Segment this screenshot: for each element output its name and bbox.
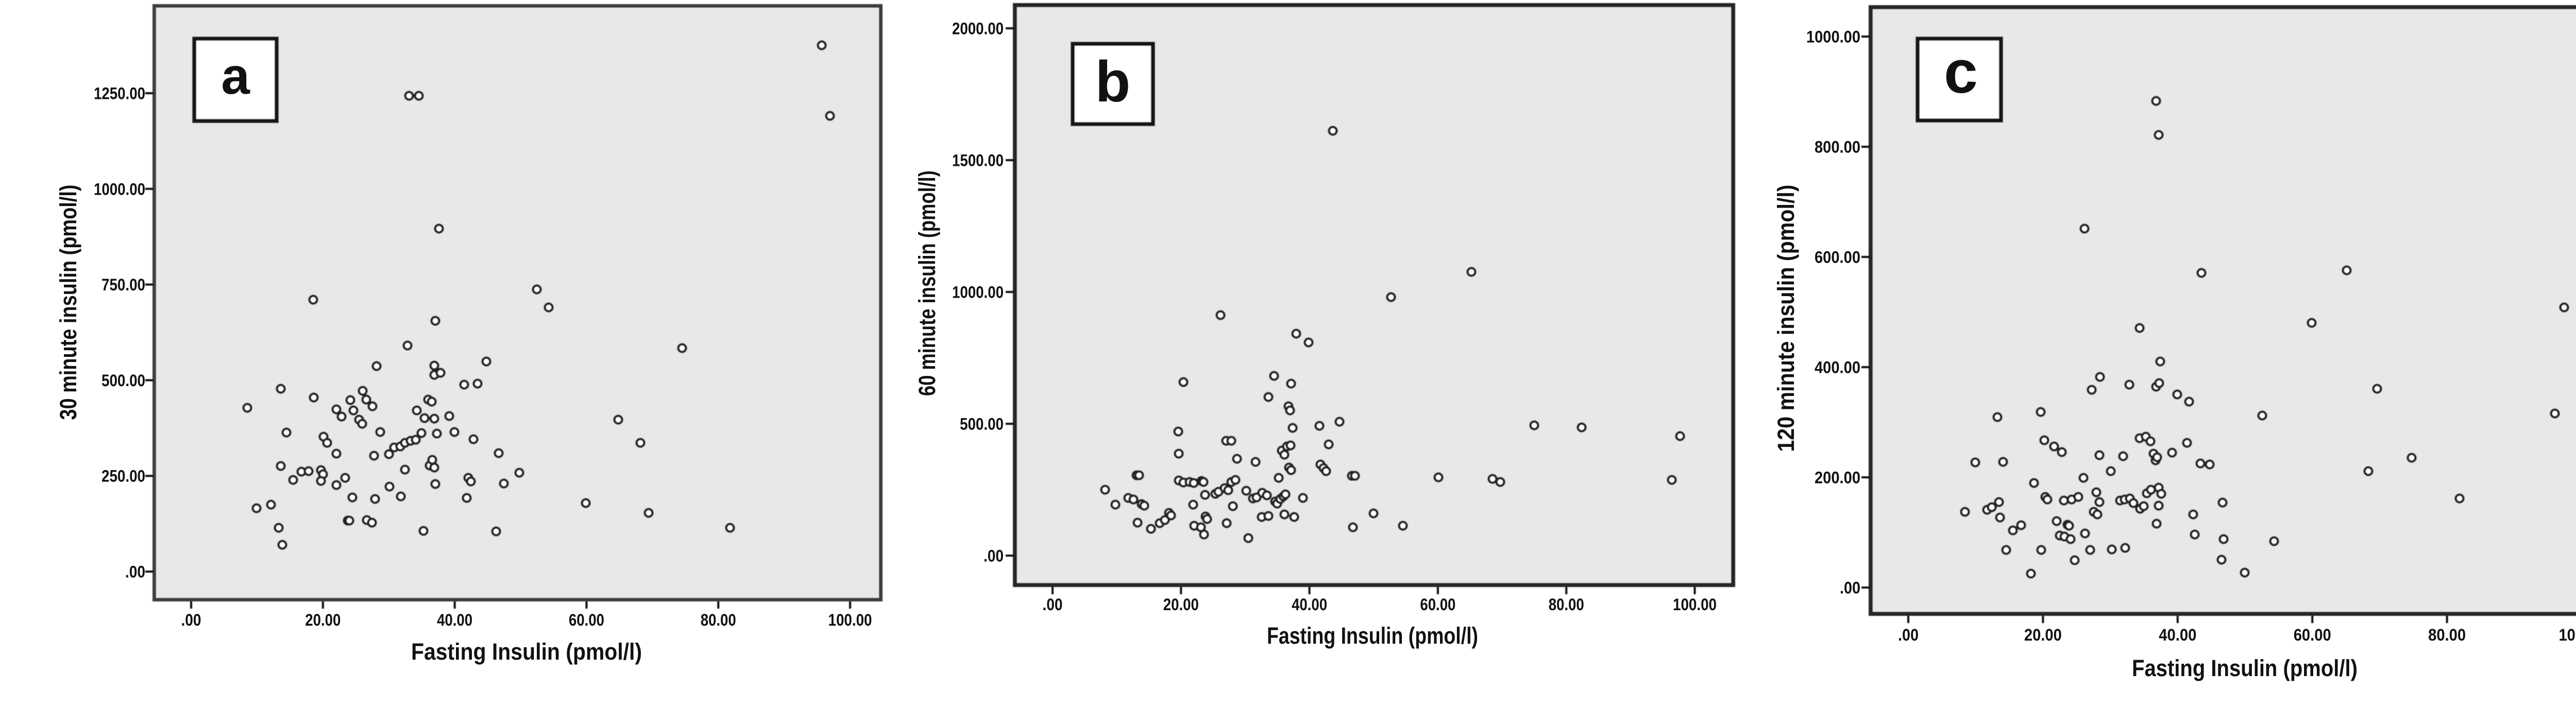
svg-text:500.00: 500.00 xyxy=(960,415,1004,434)
svg-text:Fasting Insulin (pmol/l): Fasting Insulin (pmol/l) xyxy=(2132,655,2358,681)
svg-text:1500.00: 1500.00 xyxy=(952,151,1004,170)
svg-text:100.00: 100.00 xyxy=(828,611,872,629)
svg-text:500.00: 500.00 xyxy=(101,371,145,390)
svg-text:80.00: 80.00 xyxy=(1549,595,1584,614)
svg-text:.00: .00 xyxy=(125,563,145,581)
svg-text:60 minute insulin (pmol/l): 60 minute insulin (pmol/l) xyxy=(914,170,940,396)
svg-text:100.00: 100.00 xyxy=(1673,595,1717,614)
svg-text:600.00: 600.00 xyxy=(1815,248,1860,267)
svg-text:2000.00: 2000.00 xyxy=(952,20,1004,38)
svg-text:120 minute insulin (pmol/l): 120 minute insulin (pmol/l) xyxy=(1773,185,1799,452)
svg-text:1000.00: 1000.00 xyxy=(1806,28,1860,46)
svg-text:100.00: 100.00 xyxy=(2559,626,2576,644)
svg-text:40.00: 40.00 xyxy=(1292,595,1327,614)
svg-text:400.00: 400.00 xyxy=(1815,358,1860,377)
svg-text:20.00: 20.00 xyxy=(1163,595,1199,614)
svg-text:60.00: 60.00 xyxy=(2294,626,2331,644)
svg-text:80.00: 80.00 xyxy=(2428,626,2466,644)
svg-text:.00: .00 xyxy=(1898,626,1919,644)
svg-text:Fasting Insulin (pmol/l): Fasting Insulin (pmol/l) xyxy=(1267,623,1478,649)
svg-text:30 minute insulin (pmol/l): 30 minute insulin (pmol/l) xyxy=(55,185,81,420)
svg-text:20.00: 20.00 xyxy=(305,611,341,629)
svg-text:800.00: 800.00 xyxy=(1815,138,1860,157)
svg-text:20.00: 20.00 xyxy=(2024,626,2062,644)
svg-text:.00: .00 xyxy=(984,547,1004,565)
svg-text:40.00: 40.00 xyxy=(2159,626,2196,644)
svg-text:c: c xyxy=(1944,38,1978,106)
svg-text:750.00: 750.00 xyxy=(101,275,145,294)
svg-text:Fasting Insulin (pmol/l): Fasting Insulin (pmol/l) xyxy=(411,639,642,665)
svg-text:1000.00: 1000.00 xyxy=(94,180,145,198)
svg-text:200.00: 200.00 xyxy=(1815,469,1860,487)
svg-text:250.00: 250.00 xyxy=(101,467,145,486)
svg-text:60.00: 60.00 xyxy=(1420,595,1455,614)
svg-text:1000.00: 1000.00 xyxy=(952,283,1004,302)
svg-text:80.00: 80.00 xyxy=(701,611,736,629)
svg-text:.00: .00 xyxy=(1840,579,1860,597)
svg-text:a: a xyxy=(221,47,250,105)
svg-text:40.00: 40.00 xyxy=(437,611,472,629)
svg-text:60.00: 60.00 xyxy=(569,611,604,629)
svg-text:b: b xyxy=(1095,49,1130,114)
svg-text:.00: .00 xyxy=(181,611,201,629)
svg-text:1250.00: 1250.00 xyxy=(94,84,145,103)
svg-text:.00: .00 xyxy=(1043,595,1063,614)
